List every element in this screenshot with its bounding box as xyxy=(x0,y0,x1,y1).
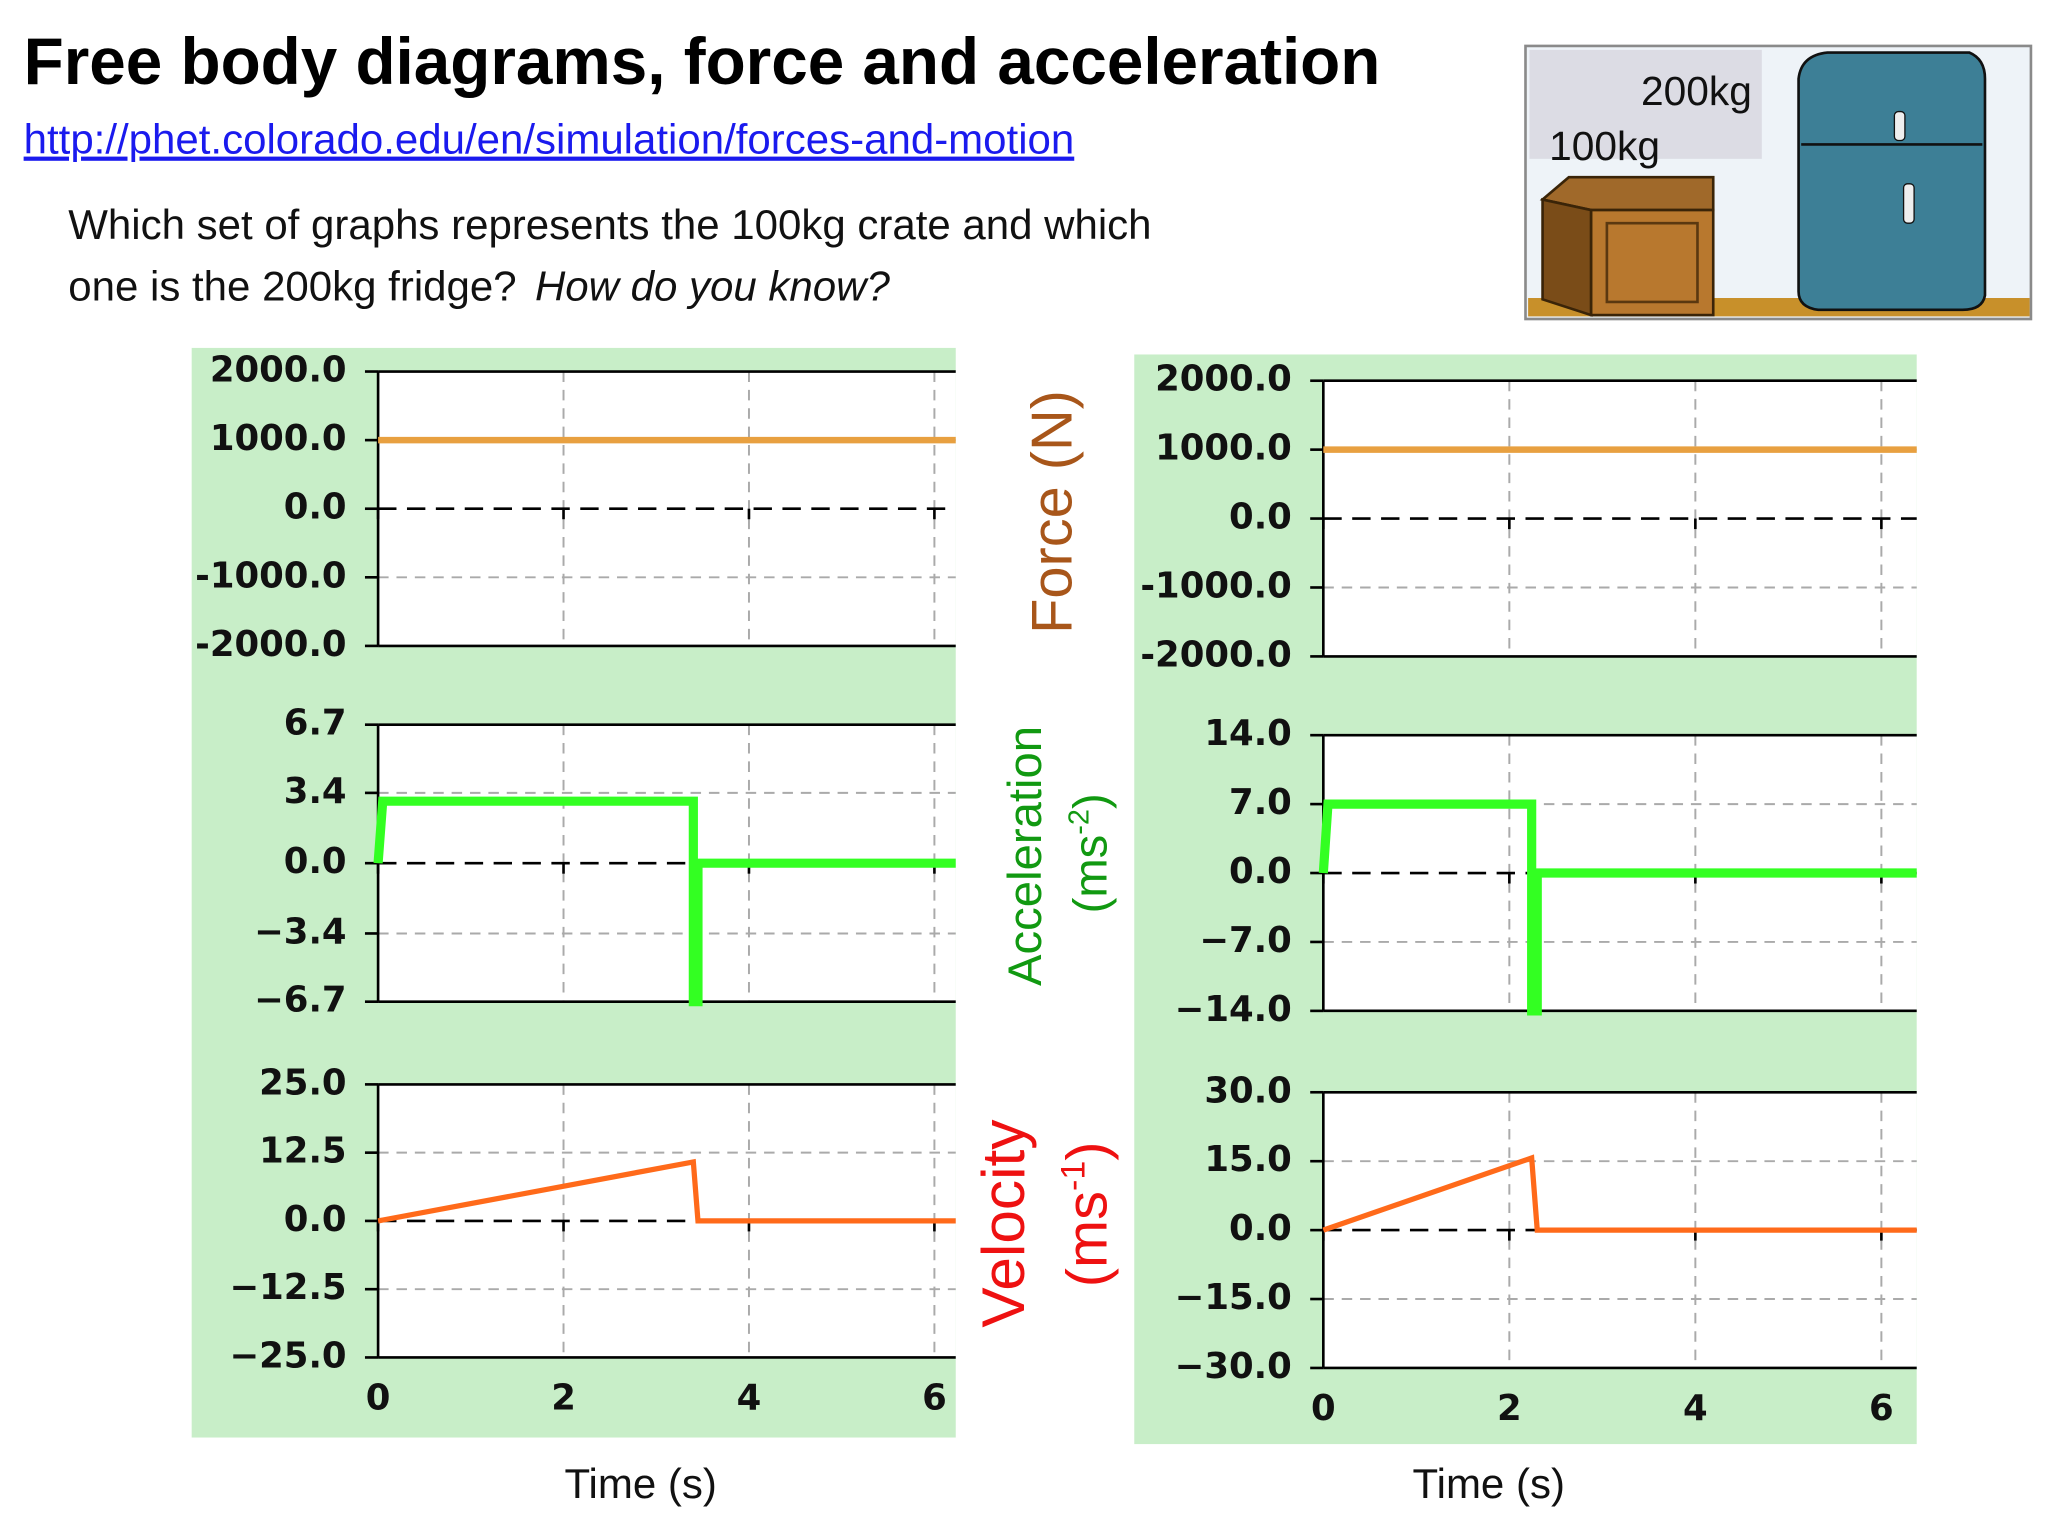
unit-text: (ms xyxy=(1056,1191,1120,1287)
x-tick-label: 6 xyxy=(1869,1388,1894,1429)
label-area xyxy=(1529,49,1762,159)
y-tick-label: −6.7 xyxy=(254,980,346,1021)
crate-side xyxy=(1541,197,1593,317)
y-tick-label: 0.0 xyxy=(284,1199,347,1240)
fridge-handle xyxy=(1893,110,1906,142)
y-tick-label: -1000.0 xyxy=(1140,565,1291,606)
x-tick-label: 2 xyxy=(1497,1388,1522,1429)
unit-exponent: -1 xyxy=(1054,1161,1092,1191)
fridge-handle xyxy=(1902,183,1915,224)
question: one is the 200kg fridge? How do you know? xyxy=(68,263,890,310)
y-tick-label: -2000.0 xyxy=(1140,634,1291,675)
y-tick-label: −30.0 xyxy=(1175,1346,1292,1387)
data-line xyxy=(377,1158,956,1224)
y-tick-label: 30.0 xyxy=(1204,1070,1291,1111)
y-tick-label: 7.0 xyxy=(1229,782,1292,823)
velocity-unit: (ms-1) xyxy=(1054,1141,1119,1287)
y-tick-label: 1000.0 xyxy=(1155,428,1292,469)
x-tick-label: 4 xyxy=(1683,1388,1708,1429)
title: Free body diagrams, force and accelerati… xyxy=(24,25,1381,98)
y-tick-label: −3.4 xyxy=(254,911,346,952)
question: Which set of graphs represents the 100kg… xyxy=(68,201,1151,248)
fridge xyxy=(1797,51,1987,312)
y-tick-label: 12.5 xyxy=(259,1131,346,1172)
y-tick-label: −12.5 xyxy=(229,1267,346,1308)
question-italic: How do you know? xyxy=(535,263,891,310)
acceleration-unit: (ms-2) xyxy=(1063,793,1117,913)
data-line xyxy=(1322,1154,1917,1233)
y-tick-label: 0.0 xyxy=(284,841,347,882)
y-tick-label: −7.0 xyxy=(1199,920,1291,961)
data-line xyxy=(1318,799,1917,1016)
unit-text: (ms xyxy=(1065,835,1118,914)
y-tick-label: 25.0 xyxy=(259,1062,346,1103)
unit-exponent: -2 xyxy=(1063,809,1095,835)
y-tick-label: 15.0 xyxy=(1204,1139,1291,1180)
crate-front xyxy=(1589,208,1715,317)
picture: 200kg 100kg xyxy=(1524,44,2033,321)
y-tick-label: 2000.0 xyxy=(1155,359,1292,400)
mass-label: 100kg xyxy=(1549,123,1660,169)
y-tick-label: -1000.0 xyxy=(195,555,346,596)
y-tick-label: 2000.0 xyxy=(210,350,347,391)
y-tick-label: -2000.0 xyxy=(195,624,346,665)
x-axis-title: Time (s) xyxy=(564,1460,716,1507)
x-tick-label: 6 xyxy=(922,1377,947,1418)
force-axis-title: Force (N) xyxy=(1020,390,1084,634)
unit-text: ) xyxy=(1065,793,1118,809)
data-line xyxy=(373,796,956,1007)
y-tick-label: 0.0 xyxy=(1229,851,1292,892)
acceleration-axis-title: Acceleration xyxy=(999,726,1052,986)
y-tick-label: 14.0 xyxy=(1204,713,1291,754)
y-tick-label: −14.0 xyxy=(1175,989,1292,1030)
x-tick-label: 2 xyxy=(551,1377,576,1418)
y-tick-label: 6.7 xyxy=(284,703,347,744)
y-tick-label: 0.0 xyxy=(1229,1208,1292,1249)
x-tick-label: 0 xyxy=(1311,1388,1336,1429)
link[interactable]: http://phet.colorado.edu/en/simulation/f… xyxy=(24,116,1075,163)
unit-text: ) xyxy=(1056,1141,1120,1160)
x-tick-label: 0 xyxy=(366,1377,391,1418)
y-tick-label: −25.0 xyxy=(229,1335,346,1376)
velocity-axis-title: Velocity xyxy=(969,1119,1037,1328)
y-tick-label: −15.0 xyxy=(1175,1277,1292,1318)
mass-label: 200kg xyxy=(1641,68,1752,114)
question-text: one is the 200kg fridge? xyxy=(68,263,516,310)
crate-panel xyxy=(1605,221,1699,304)
y-tick-label: 3.4 xyxy=(284,771,347,812)
x-tick-label: 4 xyxy=(737,1377,762,1418)
y-tick-label: 0.0 xyxy=(1229,497,1292,538)
x-axis-title: Time (s) xyxy=(1413,1460,1565,1507)
y-tick-label: 0.0 xyxy=(284,487,347,528)
y-tick-label: 1000.0 xyxy=(210,418,347,459)
